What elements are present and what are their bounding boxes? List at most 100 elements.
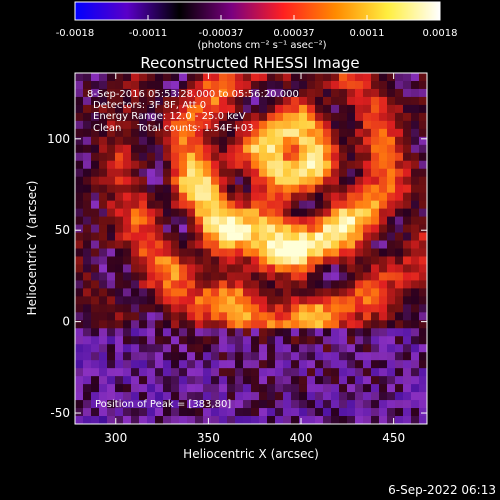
heatmap-cell bbox=[299, 288, 308, 297]
heatmap-cell bbox=[395, 280, 404, 289]
heatmap-cell bbox=[395, 344, 404, 353]
heatmap-cell bbox=[155, 368, 164, 377]
heatmap-cell bbox=[347, 136, 356, 146]
heatmap-cell bbox=[139, 368, 148, 377]
heatmap-cell bbox=[147, 336, 156, 345]
heatmap-cell bbox=[339, 264, 348, 273]
heatmap-cell bbox=[259, 160, 268, 170]
heatmap-cell bbox=[307, 168, 316, 178]
heatmap-cell bbox=[227, 376, 236, 385]
heatmap-cell bbox=[291, 416, 300, 424]
heatmap-cell bbox=[371, 376, 380, 385]
heatmap-cell bbox=[203, 336, 212, 345]
heatmap-cell bbox=[123, 272, 132, 281]
heatmap-cell bbox=[379, 320, 388, 329]
heatmap-cell bbox=[211, 232, 220, 241]
heatmap-cell bbox=[195, 296, 204, 305]
heatmap-cell bbox=[195, 360, 204, 369]
heatmap-cell bbox=[147, 168, 156, 178]
heatmap-cell bbox=[235, 304, 244, 313]
heatmap-cell bbox=[235, 104, 244, 114]
heatmap-cell bbox=[283, 88, 292, 98]
heatmap-cell bbox=[411, 80, 420, 90]
heatmap-cell bbox=[347, 152, 356, 162]
heatmap-cell bbox=[419, 288, 427, 297]
heatmap-cell bbox=[75, 224, 84, 233]
heatmap-cell bbox=[307, 320, 316, 329]
heatmap-cell bbox=[411, 360, 420, 369]
heatmap-cell bbox=[91, 152, 100, 162]
heatmap-cell bbox=[331, 384, 340, 393]
heatmap-cell bbox=[243, 336, 252, 345]
heatmap-cell bbox=[227, 392, 236, 401]
heatmap-cell bbox=[139, 96, 148, 106]
footer-timestamp: 6-Sep-2022 06:13 bbox=[388, 483, 496, 497]
heatmap-cell bbox=[155, 304, 164, 313]
heatmap-cell bbox=[267, 200, 276, 210]
heatmap-cell bbox=[243, 264, 252, 273]
heatmap-cell bbox=[339, 112, 348, 122]
heatmap-cell bbox=[323, 208, 332, 217]
heatmap-cell bbox=[187, 136, 196, 146]
heatmap-cell bbox=[187, 360, 196, 369]
heatmap-cell bbox=[267, 408, 276, 417]
heatmap-cell bbox=[243, 384, 252, 393]
heatmap-cell bbox=[331, 96, 340, 106]
heatmap-cell bbox=[83, 288, 92, 297]
heatmap-cell bbox=[419, 184, 427, 194]
heatmap-cell bbox=[179, 128, 188, 138]
heatmap-cell bbox=[411, 112, 420, 122]
heatmap-cell bbox=[203, 88, 212, 98]
heatmap-cell bbox=[267, 296, 276, 305]
heatmap-cell bbox=[259, 192, 268, 202]
heatmap-cell bbox=[403, 216, 412, 225]
heatmap-cell bbox=[123, 408, 132, 417]
colorbar-tick-label: 0.0011 bbox=[350, 28, 385, 39]
heatmap-cell bbox=[347, 256, 356, 265]
heatmap-cell bbox=[387, 224, 396, 233]
heatmap-cell bbox=[363, 128, 372, 138]
heatmap-cell bbox=[379, 416, 388, 424]
heatmap-cell bbox=[395, 184, 404, 194]
heatmap-cell bbox=[387, 360, 396, 369]
heatmap-cell bbox=[83, 416, 92, 424]
heatmap-cell bbox=[315, 344, 324, 353]
heatmap-cell bbox=[403, 136, 412, 146]
heatmap-cell bbox=[251, 400, 260, 409]
heatmap-cell bbox=[395, 264, 404, 273]
heatmap-cell bbox=[363, 136, 372, 146]
heatmap-cell bbox=[83, 296, 92, 305]
heatmap-cell bbox=[339, 208, 348, 217]
heatmap-cell bbox=[179, 408, 188, 417]
heatmap-cell bbox=[235, 128, 244, 138]
heatmap-cell bbox=[283, 192, 292, 202]
heatmap-cell bbox=[291, 136, 300, 146]
heatmap-cell bbox=[387, 408, 396, 417]
heatmap-cell bbox=[123, 312, 132, 321]
heatmap-cell bbox=[403, 392, 412, 401]
heatmap-cell bbox=[155, 288, 164, 297]
heatmap-cell bbox=[91, 240, 100, 249]
heatmap-cell bbox=[403, 384, 412, 393]
heatmap-cell bbox=[419, 232, 427, 241]
heatmap-cell bbox=[227, 88, 236, 98]
heatmap-cell bbox=[419, 416, 427, 424]
heatmap-cell bbox=[123, 168, 132, 178]
heatmap-cell bbox=[139, 416, 148, 424]
heatmap-cell bbox=[131, 216, 140, 225]
heatmap-cell bbox=[291, 312, 300, 321]
heatmap-cell bbox=[147, 296, 156, 305]
heatmap-cell bbox=[315, 360, 324, 369]
heatmap-cell bbox=[115, 176, 124, 186]
heatmap-cell bbox=[163, 184, 172, 194]
heatmap-cell bbox=[91, 224, 100, 233]
heatmap-cell bbox=[411, 208, 420, 217]
heatmap-cell bbox=[203, 416, 212, 424]
heatmap-cell bbox=[331, 232, 340, 241]
heatmap-cell bbox=[355, 232, 364, 241]
heatmap-cell bbox=[75, 392, 84, 401]
heatmap-cell bbox=[315, 320, 324, 329]
heatmap-cell bbox=[275, 200, 284, 210]
heatmap-cell bbox=[171, 192, 180, 202]
heatmap-cell bbox=[299, 264, 308, 273]
